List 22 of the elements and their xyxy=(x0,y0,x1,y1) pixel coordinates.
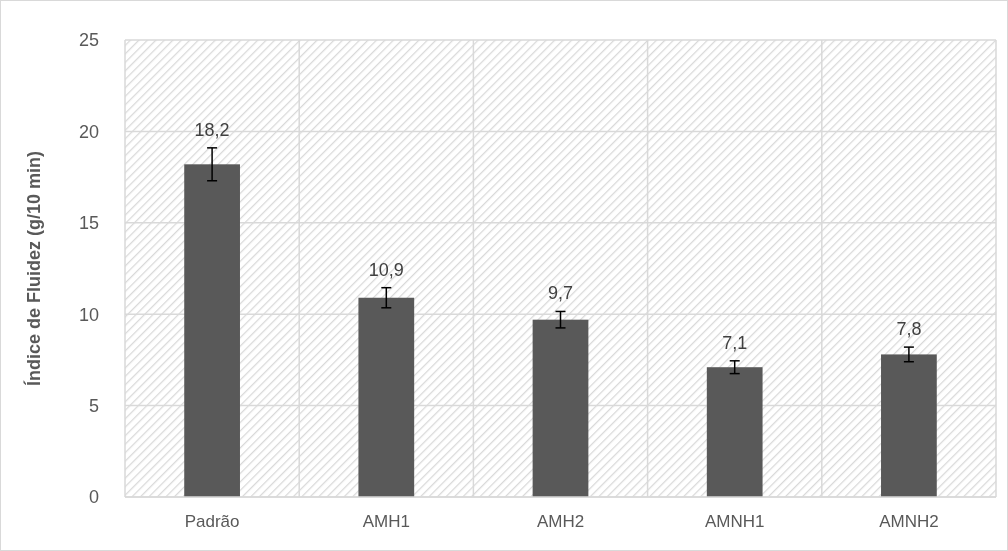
x-tick-label: Padrão xyxy=(184,512,240,531)
data-label: 7,8 xyxy=(896,319,922,340)
x-tick-label: AMNH1 xyxy=(704,512,765,531)
data-label: 9,7 xyxy=(547,283,574,304)
bar xyxy=(706,367,763,497)
y-axis-title: Índice de Fluidez (g/10 min) xyxy=(23,150,44,387)
y-tick-label: 0 xyxy=(88,487,99,508)
bar xyxy=(358,297,415,497)
bar xyxy=(532,319,589,497)
y-tick-label: 25 xyxy=(78,30,99,51)
x-tick-label: AMH1 xyxy=(362,512,410,531)
y-tick-label: 5 xyxy=(88,395,99,416)
data-label: 7,1 xyxy=(722,332,748,353)
data-label: 10,9 xyxy=(368,259,404,280)
y-tick-label: 20 xyxy=(78,121,99,142)
y-tick-label: 10 xyxy=(78,304,99,325)
bar xyxy=(881,354,937,497)
x-tick-label: AMH2 xyxy=(536,512,585,531)
bar xyxy=(184,164,240,497)
x-tick-label: AMNH2 xyxy=(879,512,939,531)
y-tick-label: 15 xyxy=(78,213,99,234)
data-label: 18,2 xyxy=(194,119,230,140)
